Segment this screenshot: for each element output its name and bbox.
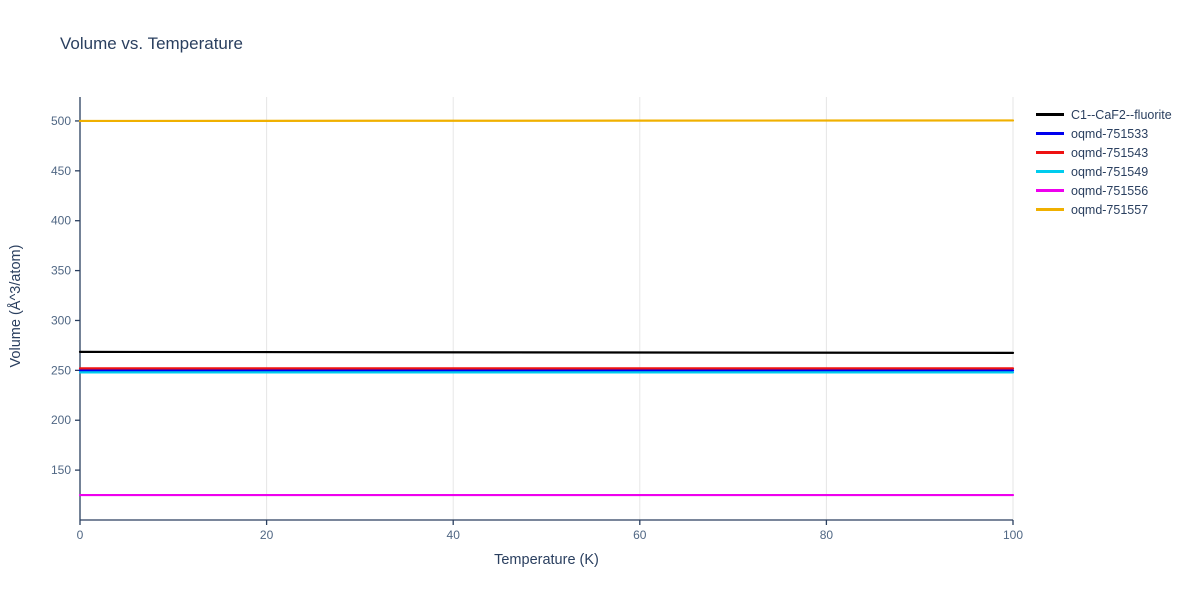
x-tick-label: 40 [447,528,461,542]
legend-label: oqmd-751533 [1071,126,1149,141]
y-tick-label: 350 [51,264,71,278]
legend-line-swatch [1036,208,1064,211]
legend-line-swatch [1036,189,1064,192]
y-tick-label: 150 [51,463,71,477]
y-tick-label: 300 [51,313,71,327]
legend-item-oqmd-751556[interactable]: oqmd-751556 [1036,181,1172,200]
x-tick-label: 0 [77,528,84,542]
legend-label: oqmd-751549 [1071,164,1149,179]
legend-item-oqmd-751557[interactable]: oqmd-751557 [1036,200,1172,219]
legend-item-oqmd-751543[interactable]: oqmd-751543 [1036,143,1172,162]
x-tick-label: 100 [1003,528,1023,542]
legend-label: oqmd-751543 [1071,145,1149,160]
y-tick-label: 450 [51,164,71,178]
x-tick-label: 60 [633,528,647,542]
x-tick-label: 20 [260,528,274,542]
y-tick-label: 250 [51,363,71,377]
y-tick-label: 200 [51,413,71,427]
legend-label: oqmd-751557 [1071,202,1149,217]
legend-label: C1--CaF2--fluorite [1071,107,1172,122]
chart-title: Volume vs. Temperature [60,34,243,53]
y-tick-label: 500 [51,114,71,128]
x-tick-label: 80 [820,528,834,542]
legend-line-swatch [1036,132,1064,135]
legend: C1--CaF2--fluorite oqmd-751533 oqmd-751543… [1036,105,1172,219]
legend-line-swatch [1036,113,1064,116]
legend-item-oqmd-751533[interactable]: oqmd-751533 [1036,124,1172,143]
x-axis-title: Temperature (K) [494,552,599,568]
series-line-C1--CaF2--fluorite [78,350,1015,354]
legend-label: oqmd-751556 [1071,183,1149,198]
legend-line-swatch [1036,151,1064,154]
legend-line-swatch [1036,170,1064,173]
y-tick-label: 400 [51,214,71,228]
legend-item-oqmd-751549[interactable]: oqmd-751549 [1036,162,1172,181]
legend-item-C1--CaF2--fluorite[interactable]: C1--CaF2--fluorite [1036,105,1172,124]
